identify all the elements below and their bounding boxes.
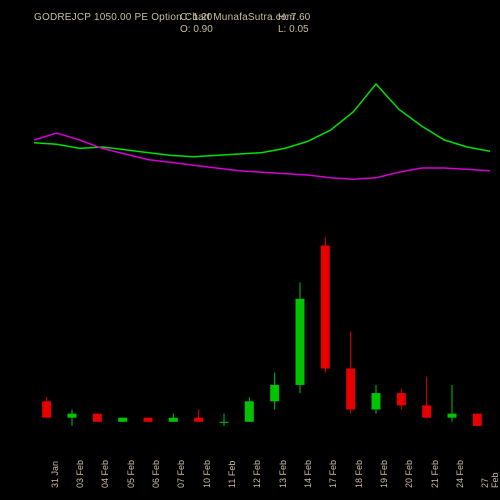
x-tick-label: 04 Feb — [100, 460, 110, 488]
candle-body — [321, 246, 330, 369]
x-tick-label: 27 Feb — [480, 468, 500, 488]
candle-body — [118, 418, 127, 422]
candle-body — [144, 418, 153, 422]
x-tick-label: 18 Feb — [354, 460, 364, 488]
x-tick-label: 19 Feb — [379, 460, 389, 488]
x-tick-label: 31 Jan — [50, 461, 60, 488]
candle-body — [448, 414, 457, 418]
x-tick-label: 11 Feb — [227, 461, 237, 488]
candle-body — [422, 405, 431, 417]
x-tick-label: 20 Feb — [404, 460, 414, 488]
x-tick-label: 10 Feb — [202, 460, 212, 488]
candle-body — [68, 414, 77, 418]
candle-body — [270, 385, 279, 401]
x-tick-label: 07 Feb — [176, 460, 186, 488]
candle-body — [372, 393, 381, 409]
candle-body — [169, 418, 178, 422]
x-tick-label: 17 Feb — [328, 460, 338, 488]
x-tick-label: 06 Feb — [151, 460, 161, 488]
x-tick-label: 05 Feb — [126, 460, 136, 488]
x-tick-label: 24 Feb — [455, 460, 465, 488]
magenta-line — [34, 133, 490, 179]
candle-body — [93, 414, 102, 422]
x-tick-label: 13 Feb — [278, 460, 288, 488]
chart-canvas — [0, 0, 500, 500]
green-line — [34, 84, 490, 157]
candle-body — [194, 418, 203, 422]
x-tick-label: 03 Feb — [75, 460, 85, 488]
candle-body — [397, 393, 406, 405]
candle-body — [296, 299, 305, 385]
candle-body — [220, 422, 229, 423]
candle-body — [42, 401, 51, 417]
candle-body — [473, 414, 482, 426]
x-tick-label: 21 Feb — [430, 460, 440, 488]
candle-body — [245, 401, 254, 422]
candle-body — [346, 369, 355, 410]
x-tick-label: 14 Feb — [303, 460, 313, 488]
x-tick-label: 12 Feb — [252, 460, 262, 488]
